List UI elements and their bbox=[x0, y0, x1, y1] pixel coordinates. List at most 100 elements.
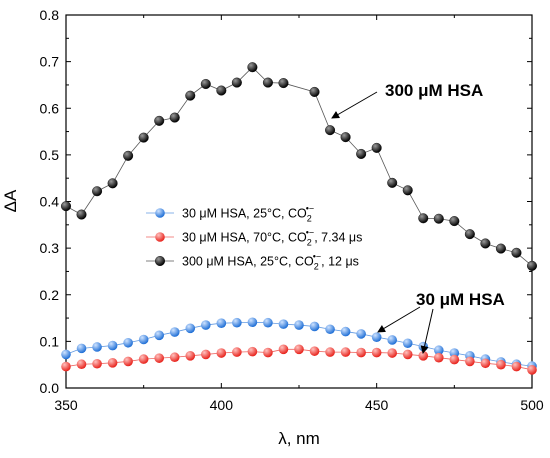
data-point bbox=[527, 260, 538, 271]
data-point bbox=[495, 243, 506, 254]
data-point bbox=[480, 238, 491, 249]
data-point bbox=[527, 365, 537, 375]
plot-frame bbox=[65, 14, 533, 389]
legend-entry: 30 μM HSA, 25°C, CO2•− bbox=[146, 204, 314, 224]
y-tick-label: 0.8 bbox=[40, 7, 60, 23]
data-point bbox=[418, 213, 429, 224]
data-point bbox=[511, 361, 522, 372]
data-point bbox=[232, 317, 242, 328]
data-point bbox=[107, 178, 118, 189]
legend-label: 30 μM HSA, 70°C, CO2•−, 7.34 μs bbox=[182, 228, 362, 248]
data-point bbox=[433, 213, 444, 224]
legend-label: 30 μM HSA, 25°C, CO2•− bbox=[182, 204, 314, 224]
data-point bbox=[340, 347, 351, 357]
x-tick-label: 400 bbox=[210, 397, 234, 413]
data-point bbox=[201, 320, 211, 330]
data-point bbox=[434, 352, 444, 363]
x-axis-ticks: 350 400 450 500 bbox=[54, 15, 544, 413]
y-tick-label: 0.5 bbox=[40, 147, 60, 163]
annotations: 300 μM HSA 30 μM HSA bbox=[331, 81, 505, 354]
data-point bbox=[511, 247, 522, 258]
data-point bbox=[247, 346, 258, 357]
data-point bbox=[340, 326, 351, 337]
data-point bbox=[340, 132, 351, 143]
y-tick-label: 0.4 bbox=[40, 194, 60, 210]
data-point bbox=[154, 353, 164, 363]
legend-entry: 30 μM HSA, 70°C, CO2•−, 7.34 μs bbox=[146, 228, 362, 248]
data-point bbox=[138, 354, 149, 364]
data-point bbox=[76, 359, 87, 370]
data-point bbox=[480, 358, 491, 369]
data-point bbox=[309, 321, 320, 332]
data-point bbox=[92, 186, 103, 197]
data-point bbox=[356, 329, 366, 339]
data-point bbox=[232, 347, 242, 357]
data-point bbox=[216, 85, 227, 96]
data-point bbox=[356, 347, 366, 358]
data-point bbox=[185, 351, 196, 361]
annotation-300uM-arrow bbox=[331, 91, 378, 119]
y-axis-title: ΔA bbox=[1, 189, 20, 212]
data-point bbox=[263, 317, 273, 328]
data-point bbox=[325, 347, 335, 357]
data-point bbox=[61, 361, 71, 372]
data-point bbox=[387, 335, 398, 345]
data-point bbox=[169, 352, 180, 363]
data-point bbox=[92, 342, 102, 352]
legend-marker bbox=[154, 256, 165, 267]
data-point bbox=[325, 125, 336, 136]
data-point bbox=[61, 201, 72, 212]
data-point bbox=[154, 330, 164, 341]
data-point bbox=[278, 78, 289, 89]
data-point bbox=[402, 349, 413, 360]
data-point bbox=[434, 345, 444, 356]
y-tick-label: 0.7 bbox=[40, 54, 60, 70]
data-point bbox=[200, 79, 211, 90]
legend-marker bbox=[155, 232, 165, 242]
annotation-300uM-label: 300 μM HSA bbox=[385, 81, 483, 100]
legend: 30 μM HSA, 25°C, CO2•− 30 μM HSA, 70°C, C… bbox=[146, 204, 362, 272]
data-point bbox=[216, 348, 227, 358]
data-point bbox=[356, 148, 367, 159]
x-tick-label: 450 bbox=[365, 397, 389, 413]
data-point bbox=[387, 348, 398, 358]
data-point bbox=[247, 62, 258, 73]
data-point bbox=[154, 115, 165, 126]
data-point bbox=[294, 344, 304, 355]
x-axis-title: λ, nm bbox=[278, 429, 320, 448]
data-point bbox=[185, 90, 196, 101]
data-point bbox=[402, 338, 413, 349]
data-point bbox=[278, 319, 289, 329]
data-point bbox=[169, 327, 180, 337]
data-point bbox=[107, 340, 118, 351]
data-point bbox=[387, 177, 398, 188]
data-point bbox=[325, 324, 335, 335]
data-point bbox=[465, 356, 475, 367]
data-point bbox=[262, 77, 273, 88]
data-point bbox=[92, 358, 102, 369]
data-point bbox=[138, 334, 149, 345]
data-point bbox=[185, 323, 196, 334]
data-series bbox=[61, 62, 538, 375]
legend-label: 300 μM HSA, 25°C, CO2•−, 12 μs bbox=[182, 252, 359, 272]
data-point bbox=[201, 349, 211, 360]
y-tick-label: 0.6 bbox=[40, 100, 60, 116]
y-tick-label: 0.0 bbox=[40, 380, 60, 396]
data-point bbox=[123, 150, 134, 161]
x-tick-label: 500 bbox=[520, 397, 544, 413]
y-tick-label: 0.2 bbox=[40, 287, 60, 303]
series-1 bbox=[61, 317, 537, 371]
series-3 bbox=[61, 62, 538, 271]
data-point bbox=[309, 86, 320, 97]
data-point bbox=[278, 344, 289, 355]
y-axis-ticks: 0.0 0.1 0.2 0.3 0.4 0.5 0.6 0.7 0.8 bbox=[40, 7, 532, 396]
data-point bbox=[247, 317, 258, 328]
data-point bbox=[309, 346, 320, 356]
data-point bbox=[216, 318, 227, 328]
data-point bbox=[449, 216, 460, 227]
data-point bbox=[76, 209, 87, 220]
x-tick-label: 350 bbox=[54, 397, 78, 413]
data-point bbox=[263, 347, 273, 358]
data-point bbox=[61, 349, 71, 360]
